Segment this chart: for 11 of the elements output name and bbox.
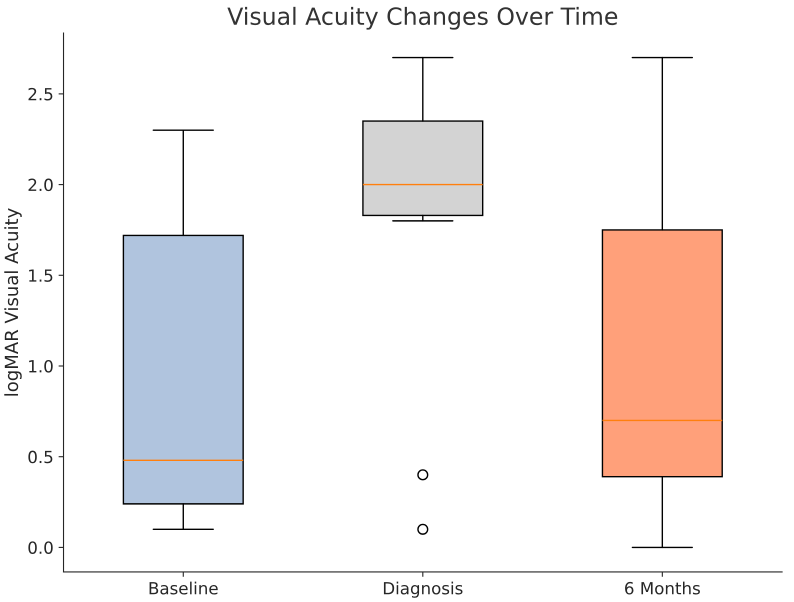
y-tick-label: 2.5	[28, 88, 52, 100]
x-tick-label: Diagnosis	[384, 582, 462, 598]
y-tick-label: 0.5	[28, 450, 52, 464]
x-tick-label: Baseline	[150, 582, 218, 595]
y-tick-label: 1.0	[29, 360, 53, 373]
chart-title: Visual Acuity Changes Over Time	[227, 6, 618, 30]
y-tick-label: 2.0	[28, 178, 53, 192]
y-tick-label: 1.5	[29, 269, 52, 282]
y-axis-title: logMAR Visual Acuity	[4, 208, 22, 396]
x-tick-label: 6 Months	[625, 582, 700, 595]
y-tick-label: 0.0	[28, 541, 53, 554]
